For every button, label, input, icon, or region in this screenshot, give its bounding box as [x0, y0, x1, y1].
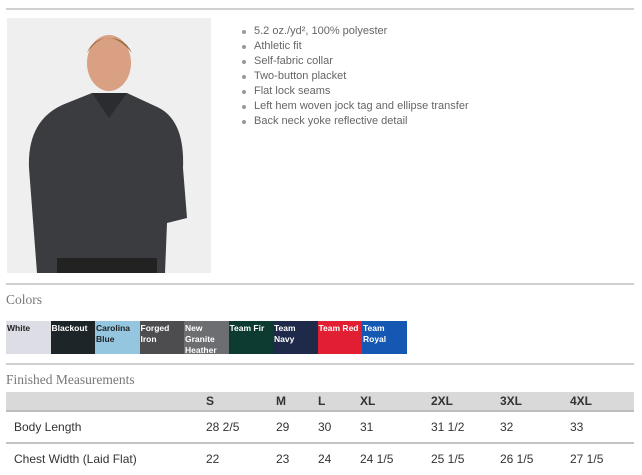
measurement-cell: 24 1/5 [360, 452, 394, 466]
feature-item: Two-button placket [240, 69, 469, 84]
measurements-divider [6, 363, 634, 365]
feature-item: Athletic fit [240, 39, 469, 54]
size-header: 3XL [500, 392, 570, 412]
measurement-cell: 32 [500, 411, 570, 444]
size-header: XL [360, 392, 431, 412]
color-swatch[interactable]: Team Red [317, 321, 362, 354]
measurement-cell: 30 [318, 411, 360, 444]
feature-item: Self-fabric collar [240, 54, 469, 69]
measurement-cell: 33 [570, 411, 634, 444]
feature-item: Back neck yoke reflective detail [240, 114, 469, 129]
size-header: L [318, 392, 360, 412]
measurements-title: Finished Measurements [6, 372, 135, 387]
colors-title: Colors [6, 292, 43, 307]
color-swatches: White Blackout Carolina Blue Forged Iron New… [6, 321, 407, 355]
product-photo [7, 18, 211, 273]
row-label: Chest Width (Laid Flat) [14, 452, 137, 466]
feature-item: Left hem woven jock tag and ellipse tran… [240, 99, 469, 114]
measurement-cell: 23 [276, 452, 290, 466]
measurement-cell: 25 1/5 [431, 452, 465, 466]
measurement-cell: 26 1/5 [500, 452, 534, 466]
top-divider [6, 8, 634, 10]
measurement-cell: 31 [360, 411, 431, 444]
color-swatch[interactable]: Team Royal [362, 321, 407, 354]
color-swatch[interactable]: Forged Iron [139, 321, 184, 354]
measurement-cell: 28 2/5 [206, 411, 276, 444]
measurement-cell: 29 [276, 411, 318, 444]
colors-divider [6, 283, 634, 285]
measurements-table: S M L XL 2XL 3XL 4XL Body Length 28 2/5 29 30 31 31… [6, 392, 634, 474]
size-header: 2XL [431, 392, 500, 412]
table-row: Chest Width (Laid Flat) 22 23 24 24 1/5 25 1/… [6, 443, 634, 474]
color-swatch[interactable]: Team Fir [228, 321, 273, 354]
size-header: S [206, 392, 276, 412]
feature-list: 5.2 oz./yd², 100% polyester Athletic fit S… [240, 24, 469, 129]
size-header: 4XL [570, 392, 634, 412]
measurement-cell: 24 [318, 452, 332, 466]
color-swatch[interactable]: Blackout [50, 321, 95, 354]
color-swatch[interactable]: New Granite Heather [184, 321, 229, 355]
color-swatch[interactable]: Team Navy [273, 321, 318, 354]
feature-item: Flat lock seams [240, 84, 469, 99]
feature-item: 5.2 oz./yd², 100% polyester [240, 24, 469, 39]
row-label: Body Length [6, 411, 206, 444]
color-swatch[interactable]: White [6, 321, 51, 354]
measurement-cell: 27 1/5 [570, 452, 604, 466]
color-swatch[interactable]: Carolina Blue [95, 321, 140, 354]
table-row: Body Length 28 2/5 29 30 31 31 1/2 32 33 [6, 411, 634, 444]
measurement-cell: 31 1/2 [431, 411, 500, 444]
measurement-cell: 22 [206, 452, 220, 466]
size-header: M [276, 392, 318, 412]
